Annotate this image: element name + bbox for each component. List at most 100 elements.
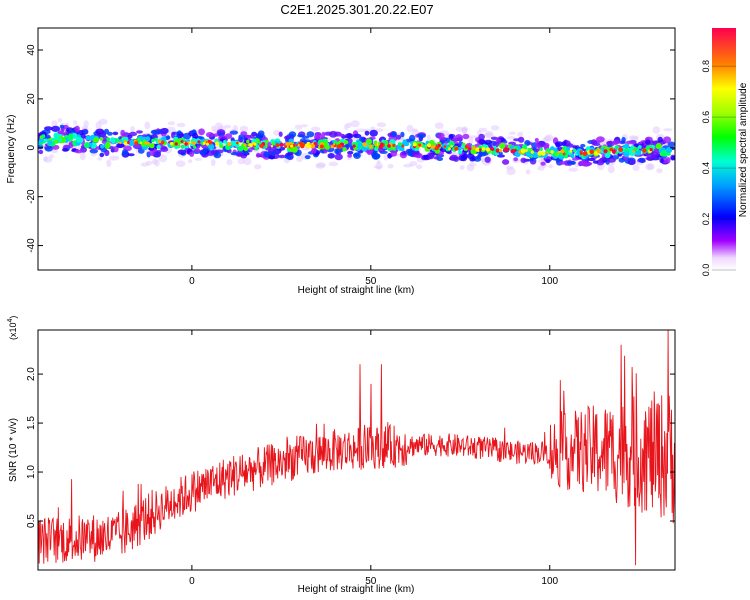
spectrogram-band-cell [99,152,105,158]
spectrogram-haze-cell [370,126,376,131]
spectrogram-haze-cell [211,125,216,132]
spectrogram-band-cell [177,130,182,134]
spectrogram-core-cell [521,144,528,150]
spectrogram-core-cell [60,137,66,143]
spectrogram-haze-cell [468,135,478,139]
spectrogram-band-cell [338,133,343,137]
spectrogram-haze-cell [468,136,474,145]
spectrogram-band-cell [347,150,354,155]
spectrogram-band-cell [513,138,520,142]
spectrogram-haze-cell [490,125,500,131]
spectrogram-core-cell [93,137,99,143]
spectrogram-band-cell [663,136,672,144]
spectrogram-band [38,118,675,176]
spectrogram-ytick-label: 20 [26,93,37,105]
spectrogram-band-cell [347,153,353,158]
spectrogram-core-cell [458,146,462,151]
spectrogram-peak-cell [520,148,526,153]
spectrogram-peak-cell [596,148,601,153]
spectrogram-core-cell [237,145,244,152]
spectrogram-peak-cell [582,151,588,157]
spectrogram-haze-cell [537,165,545,171]
spectrogram-core-cell [39,138,44,143]
figure-title: C2E1.2025.301.20.22.E07 [280,2,433,17]
spectrogram-ytick-label: -20 [26,189,37,204]
colorbar-tick-label: 0.4 [701,162,711,175]
spectrogram-band-cell [150,129,159,135]
spectrogram-peak-cell [144,141,149,145]
snr-ylabel: SNR (10 * v/v) [8,418,19,482]
spectrogram-haze-cell [315,163,326,169]
spectrogram-haze-cell [525,169,531,175]
spectrogram-band-cell [671,155,675,161]
spectrogram-peak-cell [649,147,653,152]
spectrogram-band-cell [645,156,654,161]
spectrogram-band-cell [402,150,407,156]
spectrogram-band-cell [364,130,370,136]
spectrogram-ticks: 0 50 100 -40 -20 0 20 40 [26,28,675,287]
snr-frame [37,329,676,571]
spectrogram-peak-cell [259,143,264,149]
spectrogram-core-cell [100,144,105,149]
spectrogram-band-cell [238,134,246,140]
spectrogram-haze-cell [344,123,349,131]
spectrogram-band-cell [513,157,518,162]
spectrogram-core-cell [68,136,74,141]
spectrogram-band-cell [391,131,397,138]
spectrogram-core-cell [374,140,378,144]
spectrogram-peak-cell [437,143,441,148]
spectrogram-band-cell [112,131,119,136]
snr-xlabel: Height of straight line (km) [298,584,415,595]
spectrogram-core-cell [115,138,120,144]
spectrogram-xlabel: Height of straight line (km) [298,285,415,296]
spectrogram-core-cell [47,140,53,146]
spectrogram-band-cell [263,151,271,158]
spectrogram-peak-cell [248,143,253,147]
spectrogram-core-cell [75,136,82,143]
spectrogram-peak-cell [243,143,247,147]
spectrogram-peak-cell [184,142,188,146]
spectrogram-haze-cell [652,126,661,134]
spectrogram-band-cell [113,145,119,153]
spectrogram-band-cell [284,135,291,140]
spectrogram-haze-cell [73,120,78,125]
spectrogram-band-cell [194,148,201,153]
spectrogram-core-cell [531,151,539,158]
spectrogram-core-cell [637,145,642,149]
spectrogram-haze-cell [51,149,58,154]
spectrogram-peak-cell [541,151,546,156]
spectrogram-peak-cell [401,144,405,148]
snr-multiplier-base: (x10 [8,322,18,340]
spectrogram-peak-cell [284,145,287,149]
spectrogram-haze-cell [484,130,494,139]
spectrogram-haze-cell [632,164,640,171]
spectrogram-peak-cell [495,148,500,153]
spectrogram-haze-cell [628,135,639,140]
spectrogram-core-cell [246,139,250,144]
spectrogram-peak-cell [557,150,560,154]
spectrogram-peak-cell [569,149,573,153]
spectrogram-peak-cell [560,149,565,154]
spectrogram-core-cell [614,145,619,150]
spectrogram-peak-cell [546,151,549,154]
spectrogram-band-cell [171,131,176,139]
spectrogram-haze-cell [328,161,339,167]
colorbar-label: Normalized spectral amplitude [738,82,749,217]
spectrogram-band-cell [160,147,169,152]
spectrogram-haze-cell [194,157,203,161]
spectrogram-band-cell [478,151,487,157]
spectrogram-peak-cell [332,143,336,146]
spectrogram-haze-cell [350,120,360,128]
spectrogram-haze-cell [224,124,231,129]
spectrogram-band-cell [497,154,505,158]
spectrogram-core-cell [539,147,543,151]
spectrogram-peak-cell [504,147,509,152]
spectrogram-haze-cell [152,158,158,165]
spectrogram-panel: 0 50 100 -40 -20 0 20 40 Height of straight lin… [6,27,676,296]
spectrogram-band-cell [517,136,525,143]
spectrogram-band-cell [569,160,576,165]
spectrogram-peak-cell [525,149,528,152]
colorbar-tick-label: 0.2 [701,213,711,226]
spectrogram-peak-cell [279,142,284,147]
spectrogram-peak-cell [286,142,290,146]
